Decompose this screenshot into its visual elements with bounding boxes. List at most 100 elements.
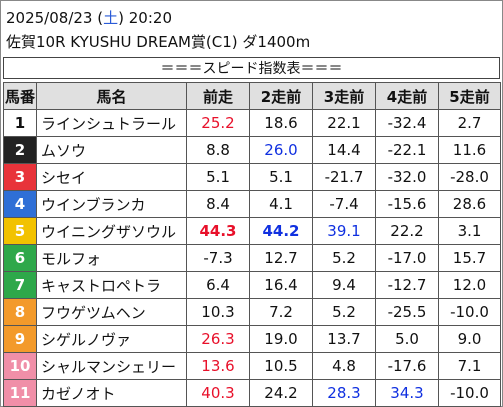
speed-index: -15.6 <box>375 190 439 218</box>
gate-number: 6 <box>3 244 37 272</box>
gate-number: 3 <box>3 163 37 191</box>
speed-index: 11.6 <box>438 136 501 164</box>
speed-index: 40.3 <box>186 379 250 407</box>
speed-index: 6.4 <box>186 271 250 299</box>
horse-name: シセイ <box>36 163 187 191</box>
speed-index: 8.4 <box>186 190 250 218</box>
horse-name: シゲルノヴァ <box>36 325 187 353</box>
column-header: 2走前 <box>249 82 313 110</box>
column-header: 3走前 <box>312 82 376 110</box>
column-header: 馬名 <box>36 82 187 110</box>
speed-index: -10.0 <box>438 379 501 407</box>
speed-index: 3.1 <box>438 217 501 245</box>
speed-index: 28.6 <box>438 190 501 218</box>
gate-number: 8 <box>3 298 37 326</box>
speed-index: -32.0 <box>375 163 439 191</box>
column-header: 前走 <box>186 82 250 110</box>
speed-index: 9.0 <box>438 325 501 353</box>
table-row: 6 モルフォ -7.3 12.7 5.2 -17.0 15.7 <box>3 244 501 272</box>
speed-index: 22.1 <box>312 109 376 137</box>
speed-index: 24.2 <box>249 379 313 407</box>
time: 20:20 <box>128 9 172 27</box>
speed-index: 10.3 <box>186 298 250 326</box>
gate-number: 1 <box>3 109 37 137</box>
table-row: 3 シセイ 5.1 5.1 -21.7 -32.0 -28.0 <box>3 163 501 191</box>
paren: ( <box>97 9 104 27</box>
speed-index: 14.4 <box>312 136 376 164</box>
horse-name: ラインシュトラール <box>36 109 187 137</box>
speed-index: -17.6 <box>375 352 439 380</box>
table-caption: ＝＝＝スピード指数表＝＝＝ <box>3 57 500 79</box>
speed-index: 34.3 <box>375 379 439 407</box>
speed-index: 39.1 <box>312 217 376 245</box>
speed-index: 12.7 <box>249 244 313 272</box>
horse-name: ムソウ <box>36 136 187 164</box>
date-line: 2025/08/23 (土) 20:20 <box>6 7 172 28</box>
speed-index: 18.6 <box>249 109 313 137</box>
speed-index: 5.2 <box>312 298 376 326</box>
table-row: 10 シャルマンシェリー 13.6 10.5 4.8 -17.6 7.1 <box>3 352 501 380</box>
table-row: 1 ラインシュトラール 25.2 18.6 22.1 -32.4 2.7 <box>3 109 501 137</box>
speed-index: 4.1 <box>249 190 313 218</box>
speed-index: 7.1 <box>438 352 501 380</box>
speed-index: 44.2 <box>249 217 313 245</box>
speed-index: -22.1 <box>375 136 439 164</box>
gate-number: 11 <box>3 379 37 407</box>
paren: ) <box>118 9 124 27</box>
speed-index: 4.8 <box>312 352 376 380</box>
speed-index: 5.1 <box>186 163 250 191</box>
speed-index: 44.3 <box>186 217 250 245</box>
speed-index: 13.6 <box>186 352 250 380</box>
speed-index: 16.4 <box>249 271 313 299</box>
speed-index: -10.0 <box>438 298 501 326</box>
speed-index: 5.1 <box>249 163 313 191</box>
table-row: 7 キャストロペトラ 6.4 16.4 9.4 -12.7 12.0 <box>3 271 501 299</box>
speed-index: 15.7 <box>438 244 501 272</box>
speed-index: -7.4 <box>312 190 376 218</box>
speed-index: 12.0 <box>438 271 501 299</box>
horse-name: ウイニングザソウル <box>36 217 187 245</box>
speed-index: -17.0 <box>375 244 439 272</box>
speed-table: 馬番 馬名 前走 2走前 3走前 4走前 5走前 1 ラインシュトラール 25.2 18.6 22.… <box>3 82 501 407</box>
column-header: 4走前 <box>375 82 439 110</box>
horse-name: キャストロペトラ <box>36 271 187 299</box>
gate-number: 9 <box>3 325 37 353</box>
table-row: 4 ウインブランカ 8.4 4.1 -7.4 -15.6 28.6 <box>3 190 501 218</box>
speed-index: 9.4 <box>312 271 376 299</box>
speed-index: 2.7 <box>438 109 501 137</box>
horse-name: モルフォ <box>36 244 187 272</box>
race-title: 佐賀10R KYUSHU DREAM賞(C1) ダ1400m <box>6 33 311 51</box>
table-row: 9 シゲルノヴァ 26.3 19.0 13.7 5.0 9.0 <box>3 325 501 353</box>
speed-index: -25.5 <box>375 298 439 326</box>
horse-name: カゼノオト <box>36 379 187 407</box>
gate-number: 2 <box>3 136 37 164</box>
table-row: 11 カゼノオト 40.3 24.2 28.3 34.3 -10.0 <box>3 379 501 407</box>
speed-index: 22.2 <box>375 217 439 245</box>
table-row: 8 フウゲツムヘン 10.3 7.2 5.2 -25.5 -10.0 <box>3 298 501 326</box>
speed-index: -7.3 <box>186 244 250 272</box>
speed-index: 7.2 <box>249 298 313 326</box>
speed-index: 26.0 <box>249 136 313 164</box>
date: 2025/08/23 <box>6 9 93 27</box>
column-header: 5走前 <box>438 82 501 110</box>
header-row: 馬番 馬名 前走 2走前 3走前 4走前 5走前 <box>3 82 501 110</box>
speed-index: -28.0 <box>438 163 501 191</box>
column-header: 馬番 <box>3 82 37 110</box>
table-body: 1 ラインシュトラール 25.2 18.6 22.1 -32.4 2.7 2 ムソウ 8.8 26.… <box>3 109 501 407</box>
speed-index: 5.0 <box>375 325 439 353</box>
gate-number: 10 <box>3 352 37 380</box>
speed-index: 10.5 <box>249 352 313 380</box>
speed-index: -21.7 <box>312 163 376 191</box>
weekday: 土 <box>103 9 119 27</box>
table-row: 2 ムソウ 8.8 26.0 14.4 -22.1 11.6 <box>3 136 501 164</box>
speed-index: 13.7 <box>312 325 376 353</box>
horse-name: フウゲツムヘン <box>36 298 187 326</box>
gate-number: 5 <box>3 217 37 245</box>
horse-name: シャルマンシェリー <box>36 352 187 380</box>
gate-number: 4 <box>3 190 37 218</box>
speed-index: 8.8 <box>186 136 250 164</box>
speed-index: 28.3 <box>312 379 376 407</box>
speed-index: 26.3 <box>186 325 250 353</box>
speed-index: 19.0 <box>249 325 313 353</box>
